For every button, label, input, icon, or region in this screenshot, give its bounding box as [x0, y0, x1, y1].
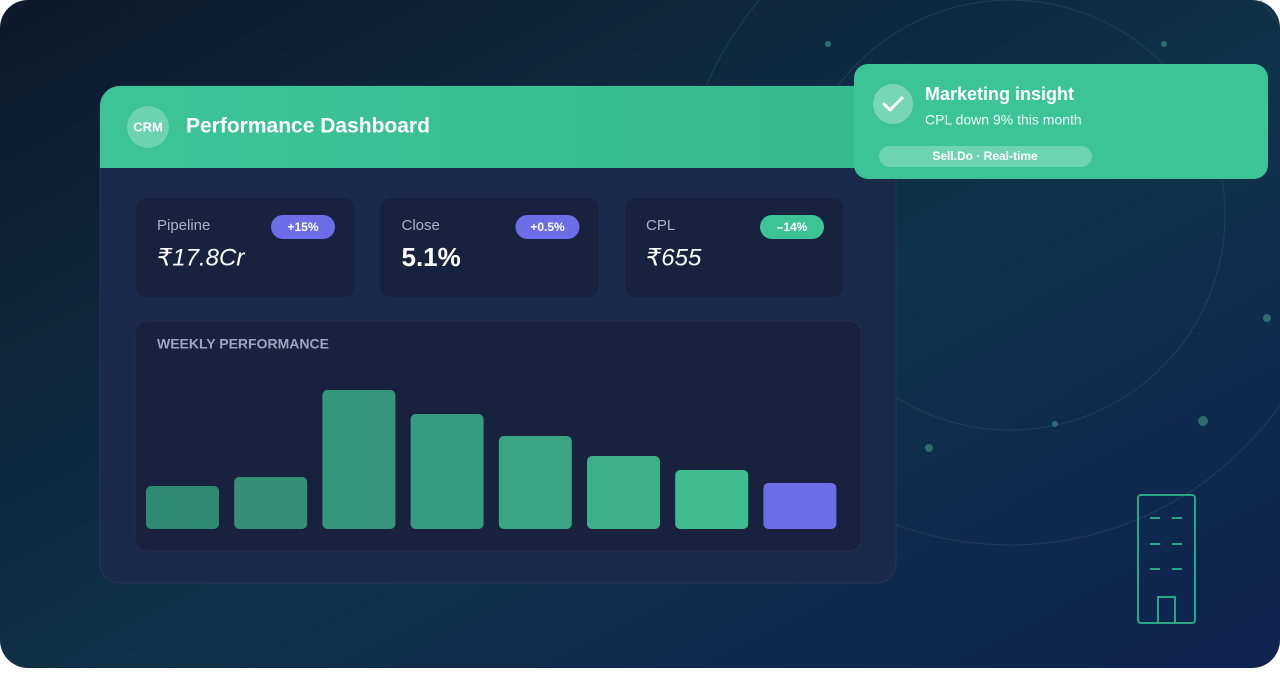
notification-tag — [879, 146, 1092, 167]
kpi-label: CPL — [646, 217, 675, 234]
dashboard-title: Performance Dashboard — [186, 115, 430, 138]
kpi-label: Close — [402, 217, 440, 234]
kpi-value: 5.1% — [402, 242, 461, 272]
kpi-badge — [271, 215, 335, 239]
notification-text: CPL down 9% this month — [925, 112, 1082, 128]
bar — [498, 436, 572, 529]
chart-title: WEEKLY PERFORMANCE — [157, 336, 329, 352]
check-badge — [873, 84, 913, 124]
kpi-badge — [515, 215, 580, 239]
bar — [410, 414, 484, 529]
logo-badge — [127, 106, 169, 148]
kpi-value: ₹655 — [646, 244, 702, 271]
bar — [763, 483, 837, 529]
check-icon — [882, 96, 904, 112]
notification-tag-text: Sell.Do · Real-time — [932, 149, 1038, 163]
dashboard-header — [100, 86, 896, 168]
kpi-value: ₹17.8Cr — [157, 244, 245, 271]
bar — [234, 477, 308, 529]
building-icon — [1137, 494, 1196, 624]
kpi-row: Pipeline ₹17.8Cr +15% Close 5.1% +0.5% CPL ₹655… — [136, 198, 843, 297]
bar — [322, 390, 396, 529]
decor-dots — [825, 41, 1271, 452]
notification — [854, 64, 1268, 179]
bar — [587, 456, 660, 529]
kpi-change: +15% — [287, 220, 318, 234]
kpi-label: Pipeline — [157, 217, 210, 234]
bar — [675, 470, 749, 529]
bar — [146, 486, 219, 529]
kpi-change: +0.5% — [530, 220, 565, 234]
bar-chart — [146, 390, 837, 529]
kpi-badge — [760, 215, 824, 239]
kpi-change: –14% — [777, 220, 808, 234]
notification-title: Marketing insight — [925, 84, 1074, 104]
logo-text: CRM — [133, 119, 163, 134]
